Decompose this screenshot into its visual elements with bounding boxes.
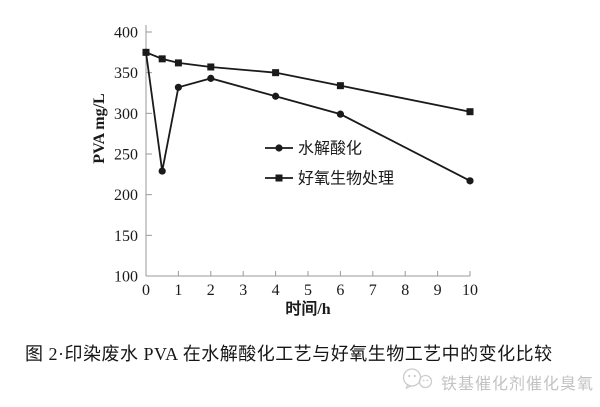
x-axis-ticks: 0 1 2 3 4 5 6 7 8 9 10 <box>142 271 478 299</box>
svg-text:时间/h: 时间/h <box>285 299 330 318</box>
watermark-text: 铁基催化剂催化臭氧 <box>440 375 594 393</box>
series-aerobic-biological-treatment <box>142 48 474 116</box>
svg-text:150: 150 <box>114 228 138 245</box>
axis-titles: PVA mg/L 时间/h <box>91 93 331 318</box>
svg-text:0: 0 <box>142 282 150 299</box>
svg-text:250: 250 <box>114 147 138 164</box>
wechat-logo-icon <box>400 366 436 397</box>
svg-text:水解酸化: 水解酸化 <box>298 140 362 158</box>
svg-text:8: 8 <box>401 282 409 299</box>
pva-line-chart: 100 150 200 250 300 350 400 0 1 2 3 4 5 6 7 8 9 10 PVA mg/… <box>91 25 478 319</box>
svg-text:PVA mg/L: PVA mg/L <box>91 93 108 163</box>
legend-item-hydrolysis-acidification: 水解酸化 <box>265 140 362 158</box>
svg-text:350: 350 <box>114 65 138 82</box>
svg-text:100: 100 <box>114 269 138 286</box>
y-axis-ticks: 100 150 200 250 300 350 400 <box>114 25 152 286</box>
svg-text:6: 6 <box>336 282 344 299</box>
svg-text:300: 300 <box>114 106 138 123</box>
svg-text:200: 200 <box>114 187 138 204</box>
svg-text:3: 3 <box>239 282 247 299</box>
svg-text:9: 9 <box>434 282 442 299</box>
svg-text:4: 4 <box>272 282 280 299</box>
watermark: 铁基催化剂催化臭氧 <box>400 366 594 397</box>
svg-text:5: 5 <box>304 282 312 299</box>
svg-text:400: 400 <box>114 25 138 42</box>
legend-item-aerobic-biological-treatment: 好氧生物处理 <box>265 170 394 188</box>
svg-text:1: 1 <box>174 282 182 299</box>
series-hydrolysis-acidification <box>142 48 474 185</box>
chart-area: 100 150 200 250 300 350 400 0 1 2 3 4 5 6 7 8 9 10 PVA mg/… <box>91 25 478 319</box>
figure-caption: 图 2·印染废水 PVA 在水解酸化工艺与好氧生物工艺中的变化比较 <box>25 344 553 364</box>
svg-text:好氧生物处理: 好氧生物处理 <box>298 170 394 188</box>
svg-text:2: 2 <box>207 282 215 299</box>
svg-text:7: 7 <box>369 282 377 299</box>
svg-text:10: 10 <box>462 282 478 299</box>
